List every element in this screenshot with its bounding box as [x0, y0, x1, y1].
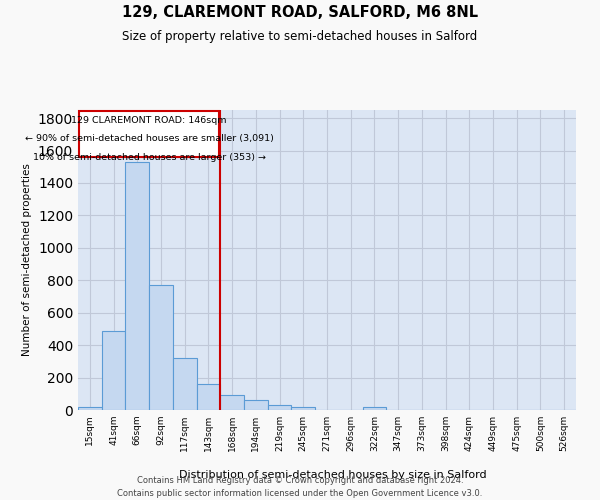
Bar: [244, 400, 268, 410]
Text: 10% of semi-detached houses are larger (353) →: 10% of semi-detached houses are larger (…: [32, 153, 266, 162]
Bar: [268, 405, 292, 410]
Text: 129 CLAREMONT ROAD: 146sqm: 129 CLAREMONT ROAD: 146sqm: [71, 116, 227, 124]
Bar: [173, 358, 197, 410]
Text: ← 90% of semi-detached houses are smaller (3,091): ← 90% of semi-detached houses are smalle…: [25, 134, 274, 143]
Text: Contains HM Land Registry data © Crown copyright and database right 2024.
Contai: Contains HM Land Registry data © Crown c…: [118, 476, 482, 498]
Text: Distribution of semi-detached houses by size in Salford: Distribution of semi-detached houses by …: [179, 470, 487, 480]
Bar: [149, 285, 173, 410]
Bar: [125, 162, 149, 410]
Y-axis label: Number of semi-detached properties: Number of semi-detached properties: [22, 164, 32, 356]
Bar: [362, 407, 386, 410]
Text: Size of property relative to semi-detached houses in Salford: Size of property relative to semi-detach…: [122, 30, 478, 43]
Bar: [197, 384, 220, 410]
Bar: [78, 407, 102, 410]
FancyBboxPatch shape: [79, 111, 219, 157]
Bar: [102, 330, 125, 410]
Bar: [220, 394, 244, 410]
Bar: [292, 407, 315, 410]
Text: 129, CLAREMONT ROAD, SALFORD, M6 8NL: 129, CLAREMONT ROAD, SALFORD, M6 8NL: [122, 5, 478, 20]
